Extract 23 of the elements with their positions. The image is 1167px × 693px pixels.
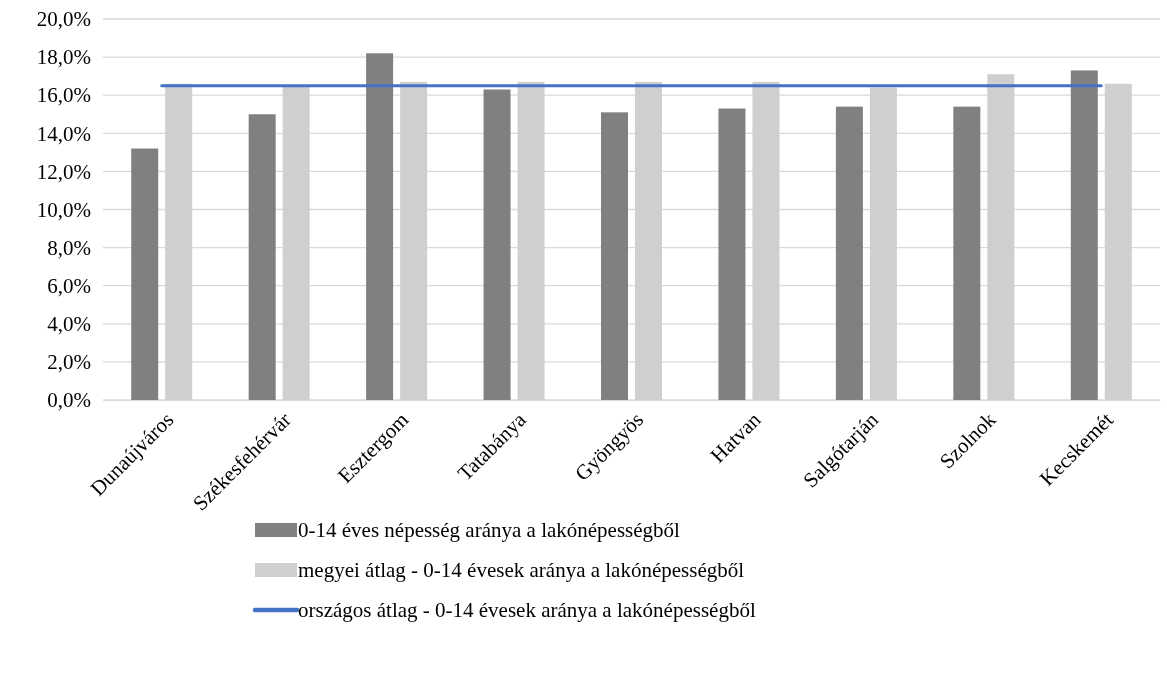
y-tick-label: 4,0%: [47, 312, 91, 337]
y-tick-label: 2,0%: [47, 350, 91, 375]
y-tick-label: 20,0%: [36, 7, 91, 32]
y-tick-label: 6,0%: [47, 273, 91, 298]
bar: [483, 89, 511, 400]
y-tick-label: 10,0%: [36, 197, 91, 222]
bar: [366, 53, 394, 400]
bar: [953, 106, 981, 400]
y-tick-label: 12,0%: [36, 159, 91, 184]
bar: [601, 112, 628, 400]
bar: [248, 114, 276, 400]
legend-label: 0-14 éves népesség aránya a lakónépességből: [298, 518, 681, 543]
y-tick-label: 18,0%: [36, 45, 91, 70]
y-tick-label: 14,0%: [36, 121, 91, 146]
y-tick-label: 0,0%: [47, 388, 91, 413]
legend-label: országos átlag - 0-14 évesek aránya a lakónépességből: [298, 598, 756, 623]
bar: [131, 148, 159, 400]
y-tick-label: 16,0%: [36, 83, 91, 108]
y-tick-label: 8,0%: [47, 235, 91, 260]
legend-label: megyei átlag - 0-14 évesek aránya a lakónépességből: [298, 558, 745, 583]
bar: [1070, 70, 1098, 400]
bar: [718, 108, 746, 400]
bar: [835, 106, 863, 400]
